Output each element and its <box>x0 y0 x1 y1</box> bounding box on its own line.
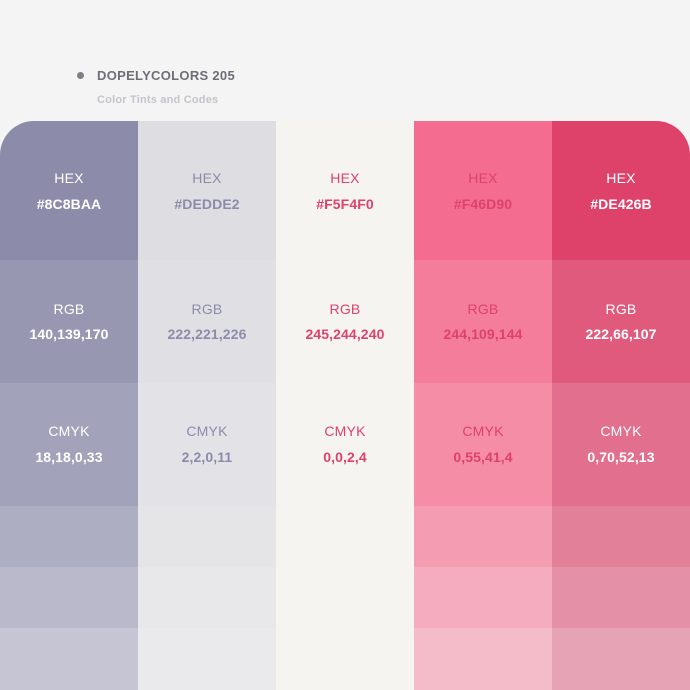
rgb-label: RGB <box>191 301 223 317</box>
color-column-4: HEX #F46D90 RGB 244,109,144 CMYK 0,55,41… <box>414 121 552 690</box>
rgb-label: RGB <box>605 301 637 317</box>
hex-label: HEX <box>468 170 498 186</box>
rgb-label: RGB <box>329 301 361 317</box>
cmyk-label: CMYK <box>324 423 366 439</box>
cmyk-value: 18,18,0,33 <box>35 449 103 465</box>
tint-band <box>138 121 276 260</box>
color-column-1: HEX #8C8BAA RGB 140,139,170 CMYK 18,18,0… <box>0 121 138 690</box>
rgb-label: RGB <box>467 301 499 317</box>
hex-value: #8C8BAA <box>36 196 102 212</box>
palette-subtitle: Color Tints and Codes <box>97 94 219 106</box>
palette-grid: HEX #8C8BAA RGB 140,139,170 CMYK 18,18,0… <box>0 121 690 690</box>
tint-band <box>414 260 552 383</box>
tint-band <box>414 628 552 690</box>
tint-band <box>414 506 552 567</box>
hex-value: #F5F4F0 <box>316 196 374 212</box>
tint-band <box>138 383 276 506</box>
tint-band <box>552 567 690 628</box>
hex-value: #DEDDE2 <box>174 196 240 212</box>
rgb-value: 245,244,240 <box>305 326 385 342</box>
tint-band <box>276 260 414 383</box>
tint-band <box>138 628 276 690</box>
rgb-value: 222,66,107 <box>585 326 657 342</box>
hex-value: #F46D90 <box>453 196 513 212</box>
header: DOPELYCOLORS 205 Color Tints and Codes <box>77 68 235 106</box>
hex-label: HEX <box>606 170 636 186</box>
color-column-3: HEX #F5F4F0 RGB 245,244,240 CMYK 0,0,2,4 <box>276 121 414 690</box>
tint-band <box>276 567 414 628</box>
tint-band <box>414 567 552 628</box>
rgb-value: 222,221,226 <box>167 326 247 342</box>
tint-band <box>276 506 414 567</box>
color-column-2: HEX #DEDDE2 RGB 222,221,226 CMYK 2,2,0,1… <box>138 121 276 690</box>
tint-band <box>138 506 276 567</box>
tint-band <box>0 567 138 628</box>
tint-band <box>276 628 414 690</box>
tint-band <box>0 506 138 567</box>
cmyk-value: 0,0,2,4 <box>323 449 367 465</box>
cmyk-value: 0,70,52,13 <box>587 449 655 465</box>
hex-label: HEX <box>330 170 360 186</box>
cmyk-label: CMYK <box>462 423 504 439</box>
hex-label: HEX <box>54 170 84 186</box>
tint-band <box>552 506 690 567</box>
hex-label: HEX <box>192 170 222 186</box>
tint-band <box>138 567 276 628</box>
tint-band <box>276 383 414 506</box>
tint-band <box>552 383 690 506</box>
hex-value: #DE426B <box>590 196 652 212</box>
tint-band <box>0 260 138 383</box>
rgb-value: 244,109,144 <box>443 326 523 342</box>
palette-title: DOPELYCOLORS 205 <box>97 68 235 83</box>
tint-band <box>276 121 414 260</box>
tint-band <box>552 260 690 383</box>
tint-band <box>414 121 552 260</box>
cmyk-value: 0,55,41,4 <box>453 449 513 465</box>
tint-band <box>138 260 276 383</box>
bullet-dot-icon <box>77 72 84 79</box>
rgb-label: RGB <box>53 301 85 317</box>
title-row: DOPELYCOLORS 205 <box>77 68 235 83</box>
cmyk-label: CMYK <box>186 423 228 439</box>
cmyk-label: CMYK <box>600 423 642 439</box>
rgb-value: 140,139,170 <box>29 326 109 342</box>
tint-band <box>552 121 690 260</box>
cmyk-value: 2,2,0,11 <box>181 449 233 465</box>
cmyk-label: CMYK <box>48 423 90 439</box>
tint-band <box>414 383 552 506</box>
tint-band <box>0 628 138 690</box>
color-column-5: HEX #DE426B RGB 222,66,107 CMYK 0,70,52,… <box>552 121 690 690</box>
tint-band <box>552 628 690 690</box>
tint-band <box>0 383 138 506</box>
tint-band <box>0 121 138 260</box>
